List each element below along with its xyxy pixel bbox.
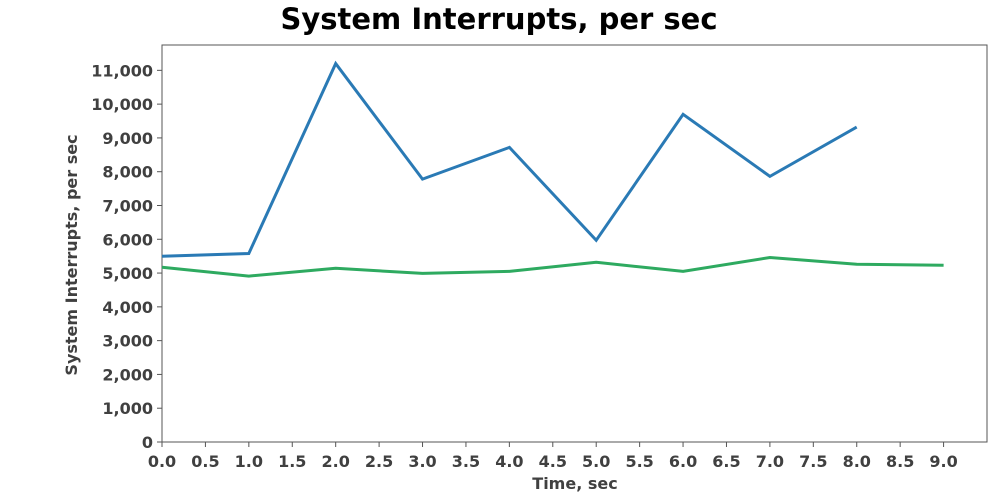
series-line-2 [161,255,944,278]
x-tick-label: 7.5 [799,452,827,471]
x-tick-label: 2.0 [322,452,350,471]
x-tick-label: 3.5 [452,452,480,471]
x-tick-labels: 0.0 0.5 1.0 1.5 2.0 2.5 3.0 3.5 4.0 4.5 5.0 5.5 6.0 6… [148,452,958,471]
x-tick-label: 4.5 [539,452,567,471]
x-tick-label: 8.0 [843,452,871,471]
x-tick-label: 5.0 [582,452,610,471]
y-tick-label: 3,000 [102,332,153,351]
axes [157,44,988,447]
y-tick-label: 0 [142,433,153,452]
x-tick-label: 3.0 [408,452,436,471]
x-tick-label: 7.0 [756,452,784,471]
chart-title: System Interrupts, per sec [280,2,717,36]
x-tick-label: 1.5 [278,452,306,471]
y-tick-label: 4,000 [102,298,153,317]
y-tick-label: 5,000 [102,264,153,283]
y-tick-label: 7,000 [102,196,153,215]
y-tick-label: 6,000 [102,230,153,249]
x-tick-label: 8.5 [886,452,914,471]
x-axis-label: Time, sec [532,474,617,493]
x-tick-label: 6.0 [669,452,697,471]
x-tick-label: 0.5 [191,452,219,471]
y-tick-label: 1,000 [102,399,153,418]
x-tick-label: 1.0 [235,452,263,471]
y-tick-label: 10,000 [91,95,153,114]
x-tick-label: 9.0 [929,452,957,471]
x-tick-label: 5.5 [625,452,653,471]
x-tick-label: 0.0 [148,452,176,471]
x-tick-label: 4.0 [495,452,523,471]
y-tick-label: 8,000 [102,163,153,182]
y-tick-label: 9,000 [102,129,153,148]
plot-area [161,44,988,443]
series-lines [161,60,944,278]
y-tick-labels: 0 1,000 2,000 3,000 4,000 5,000 6,000 7,000 8,00… [91,61,153,452]
x-tick-label: 2.5 [365,452,393,471]
y-axis-label: System Interrupts, per sec [62,134,81,375]
series-line-1 [161,60,858,258]
y-tick-label: 2,000 [102,365,153,384]
x-tick-label: 6.5 [712,452,740,471]
y-tick-label: 11,000 [91,61,153,80]
